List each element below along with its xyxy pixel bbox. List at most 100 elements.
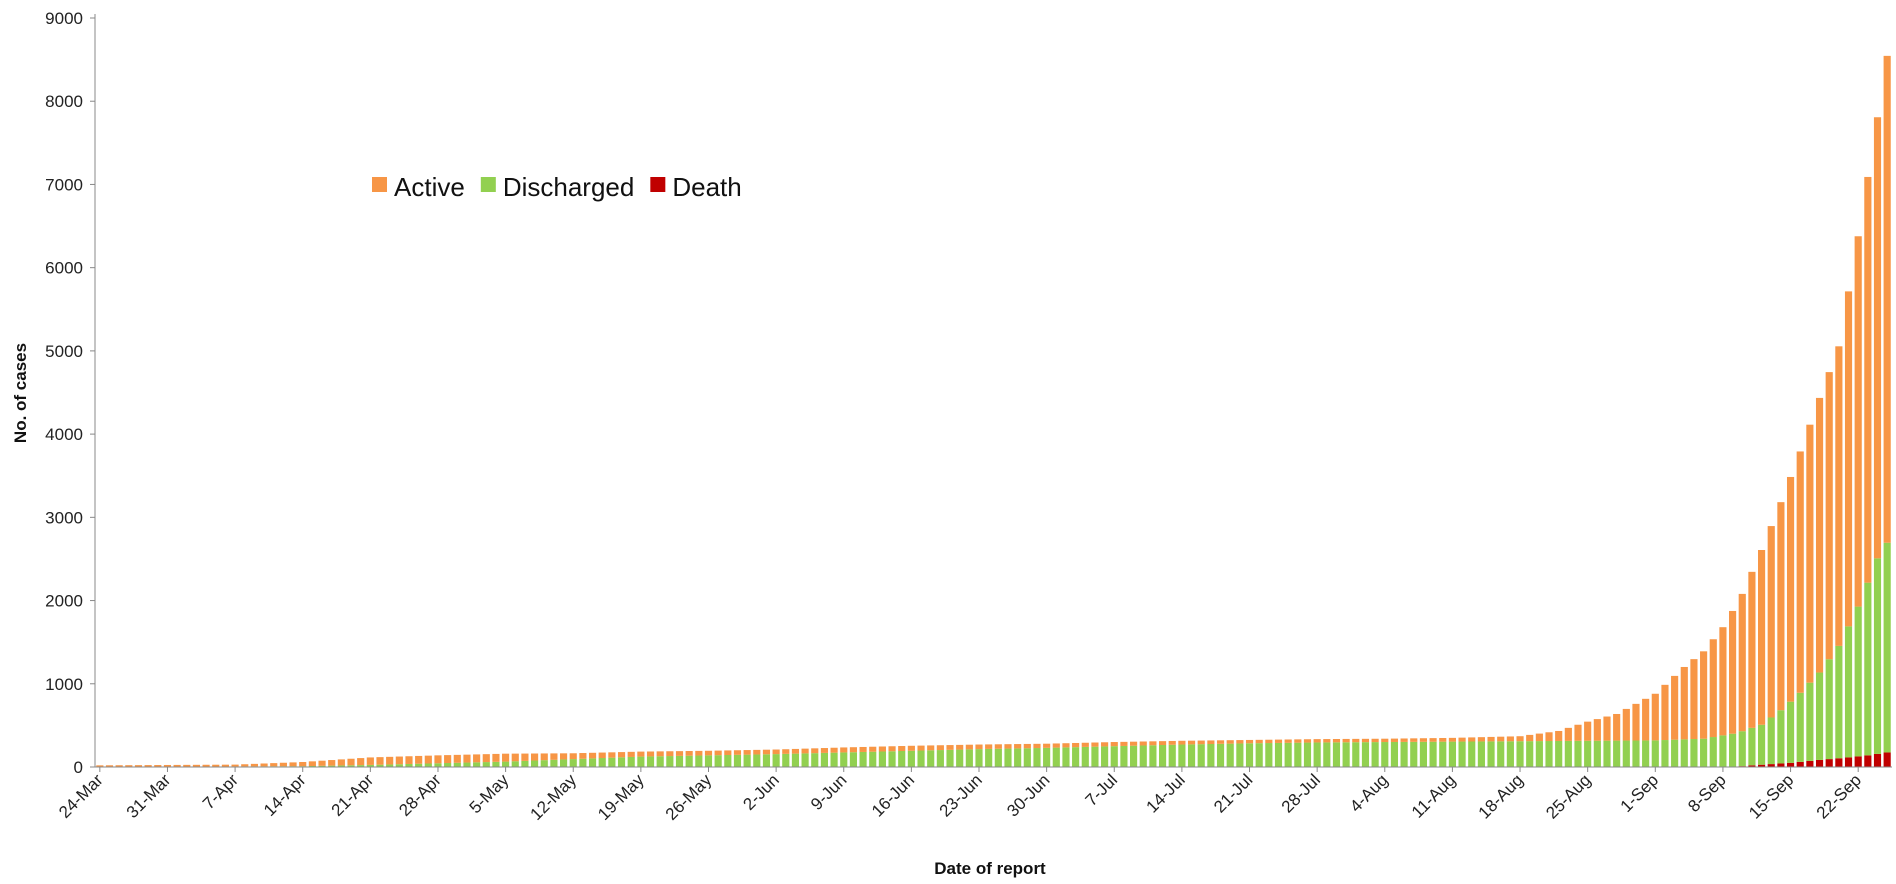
bar-death-179 [1825, 759, 1833, 767]
bar-discharged-161 [1651, 740, 1659, 767]
bar-discharged-139 [1439, 741, 1447, 767]
bar-discharged-144 [1487, 741, 1495, 767]
bar-active-69 [762, 749, 771, 755]
bar-active-122 [1274, 739, 1283, 743]
bar-discharged-122 [1274, 742, 1283, 767]
bar-discharged-97 [1033, 748, 1041, 767]
bar-active-65 [724, 750, 732, 755]
bar-active-20 [289, 762, 297, 767]
bar-discharged-73 [801, 753, 809, 767]
bar-discharged-167 [1709, 737, 1717, 767]
bar-death-181 [1844, 757, 1853, 767]
bar-discharged-102 [1081, 746, 1089, 767]
bar-discharged-66 [733, 754, 742, 767]
x-tick-label: 1-Sep [1617, 770, 1663, 816]
y-tick-label: 5000 [45, 342, 83, 361]
x-tick-label: 26-May [662, 770, 716, 824]
bar-active-163 [1671, 675, 1679, 740]
bar-discharged-92 [985, 748, 993, 767]
x-tick-label: 30-Jun [1003, 770, 1053, 820]
bar-active-171 [1748, 571, 1756, 728]
x-tick-label: 28-Jul [1278, 770, 1324, 816]
bar-active-30 [386, 756, 394, 765]
bar-active-134 [1390, 738, 1399, 742]
bar-discharged-155 [1593, 740, 1601, 767]
bar-active-139 [1439, 737, 1447, 742]
bar-active-107 [1130, 741, 1138, 746]
bar-discharged-64 [714, 755, 722, 767]
bar-discharged-45 [531, 760, 539, 767]
bar-discharged-36 [444, 763, 452, 767]
bar-active-15 [241, 764, 249, 767]
bar-discharged-125 [1303, 742, 1312, 767]
legend-swatch-active [372, 177, 387, 192]
bar-active-33 [415, 755, 423, 764]
bar-active-11 [202, 764, 210, 767]
bar-discharged-69 [762, 754, 771, 767]
bar-discharged-75 [820, 752, 828, 767]
bar-discharged-81 [878, 751, 886, 767]
bar-active-101 [1072, 742, 1080, 748]
bar-discharged-62 [695, 755, 703, 767]
bar-discharged-86 [927, 750, 935, 767]
bar-discharged-118 [1236, 743, 1244, 767]
bar-discharged-112 [1178, 744, 1186, 767]
bar-discharged-65 [724, 754, 732, 767]
bar-active-136 [1410, 738, 1418, 742]
x-tick-label: 25-Aug [1542, 770, 1594, 822]
bar-active-48 [560, 753, 568, 760]
bar-active-149 [1535, 733, 1543, 742]
bar-death-173 [1767, 764, 1775, 767]
bar-active-61 [685, 751, 693, 756]
bar-active-66 [733, 750, 742, 755]
bar-death-180 [1835, 758, 1843, 767]
bar-discharged-153 [1574, 740, 1582, 767]
x-tick-label: 23-Jun [936, 770, 986, 820]
x-tick-label: 14-Jul [1143, 770, 1189, 816]
bar-discharged-171 [1748, 727, 1756, 766]
bar-active-112 [1178, 740, 1186, 745]
bar-active-176 [1796, 451, 1804, 693]
bar-active-125 [1303, 739, 1312, 743]
bar-active-27 [357, 758, 365, 766]
bar-death-178 [1815, 759, 1824, 767]
bar-active-64 [714, 750, 722, 756]
bar-active-3 [125, 765, 133, 767]
y-tick-label: 0 [74, 758, 83, 777]
bar-active-145 [1497, 736, 1505, 742]
x-tick-label: 22-Sep [1813, 770, 1865, 822]
bar-discharged-177 [1806, 682, 1814, 761]
bar-active-93 [994, 744, 1002, 749]
bar-active-162 [1661, 684, 1669, 741]
bar-active-158 [1622, 708, 1630, 741]
bar-discharged-135 [1400, 741, 1408, 767]
bar-active-7 [163, 764, 172, 767]
bar-active-54 [617, 752, 626, 758]
bar-discharged-60 [675, 755, 684, 767]
bar-discharged-101 [1072, 747, 1080, 767]
bar-discharged-61 [685, 755, 693, 767]
bar-discharged-138 [1429, 741, 1437, 767]
bar-discharged-160 [1642, 740, 1650, 767]
bar-active-57 [646, 751, 655, 757]
x-tick-label: 2-Jun [739, 770, 783, 814]
bar-active-170 [1738, 593, 1746, 732]
bar-active-97 [1033, 743, 1041, 749]
bar-active-80 [869, 746, 877, 752]
bar-discharged-137 [1419, 741, 1427, 767]
bar-discharged-30 [386, 764, 394, 767]
bar-discharged-149 [1535, 741, 1543, 767]
bar-discharged-52 [598, 758, 606, 767]
bar-active-72 [791, 748, 800, 754]
bar-active-164 [1680, 666, 1688, 740]
bar-active-141 [1458, 737, 1466, 742]
bar-active-131 [1361, 738, 1370, 743]
bar-active-185 [1883, 55, 1891, 543]
x-tick-label: 14-Apr [260, 770, 310, 820]
bar-active-174 [1777, 502, 1785, 711]
x-tick-label: 31-Mar [123, 770, 175, 822]
bar-active-29 [376, 757, 384, 765]
bar-active-130 [1352, 738, 1360, 743]
bar-discharged-142 [1468, 741, 1476, 767]
